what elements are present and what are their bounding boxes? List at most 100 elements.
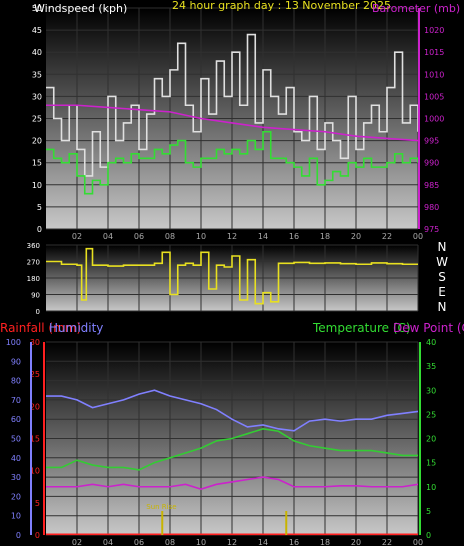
windspeed-gust-line bbox=[46, 33, 419, 177]
y-tick-label: 40 bbox=[426, 338, 436, 347]
barometer-line bbox=[46, 104, 419, 142]
barometer-title: Barometer (mb) bbox=[372, 2, 460, 15]
y-tick-label: 270 bbox=[27, 259, 40, 267]
y-tick-label: 40 bbox=[32, 48, 42, 57]
y-tick-label: 985 bbox=[424, 181, 439, 190]
x-tick-label: 08 bbox=[165, 232, 175, 241]
y-tick-label: 20 bbox=[32, 137, 42, 146]
y-tick-label: 1015 bbox=[424, 48, 444, 57]
x-tick-label: 00 bbox=[413, 232, 423, 241]
y-tick-label: 25 bbox=[30, 370, 40, 379]
y-tick-label: 60 bbox=[11, 415, 21, 424]
x-tick-label: 22 bbox=[382, 232, 392, 241]
y-tick-label: 10 bbox=[30, 467, 40, 476]
temperature-title: Temperature (C) bbox=[312, 321, 411, 335]
compass-letter: E bbox=[438, 285, 446, 299]
y-tick-label: 50 bbox=[11, 435, 21, 444]
y-tick-label: 1005 bbox=[424, 92, 444, 101]
compass-letter: N bbox=[438, 240, 447, 254]
y-tick-label: 20 bbox=[11, 492, 21, 501]
y-tick-label: 5 bbox=[37, 203, 42, 212]
y-tick-label: 20 bbox=[426, 435, 436, 444]
y-tick-label: 30 bbox=[30, 338, 40, 347]
axis-labels: 02 04 06 08 10 12 14 16 18 20 22 000510152025303540… bbox=[6, 4, 445, 546]
x-tick-label: 22 bbox=[382, 538, 392, 546]
y-tick-label: 10 bbox=[426, 483, 436, 492]
x-tick-label: 20 bbox=[351, 232, 361, 241]
y-tick-label: 0 bbox=[16, 531, 21, 540]
y-tick-label: 25 bbox=[32, 115, 42, 124]
x-tick-label: 00 bbox=[413, 538, 423, 546]
y-tick-label: 5 bbox=[426, 507, 431, 516]
y-tick-label: 35 bbox=[32, 70, 42, 79]
y-tick-label: 180 bbox=[27, 275, 40, 283]
y-tick-label: 975 bbox=[424, 225, 439, 234]
x-tick-label: 14 bbox=[258, 232, 268, 241]
windspeed-avg-line bbox=[46, 130, 419, 195]
sunrise-label: Sun Rise bbox=[146, 503, 176, 511]
y-tick-label: 90 bbox=[31, 292, 40, 300]
x-tick-label: 16 bbox=[289, 538, 299, 546]
y-tick-label: 0 bbox=[35, 531, 40, 540]
compass-letter: S bbox=[438, 270, 446, 284]
y-tick-label: 30 bbox=[426, 386, 436, 395]
rainfall-title: Rainfall (mm) bbox=[0, 321, 81, 335]
y-tick-label: 0 bbox=[36, 308, 40, 316]
x-tick-label: 04 bbox=[103, 538, 113, 546]
x-tick-label: 18 bbox=[320, 232, 330, 241]
x-tick-label: 18 bbox=[320, 538, 330, 546]
dewpoint-title: Dew Point (C) bbox=[393, 321, 464, 335]
y-tick-label: 90 bbox=[11, 357, 21, 366]
y-tick-label: 15 bbox=[30, 435, 40, 444]
humidity-line bbox=[46, 389, 419, 432]
y-tick-label: 30 bbox=[11, 473, 21, 482]
y-tick-label: 10 bbox=[11, 512, 21, 521]
compass-letter: N bbox=[438, 300, 447, 314]
x-tick-label: 14 bbox=[258, 538, 268, 546]
x-tick-label: 20 bbox=[351, 538, 361, 546]
y-tick-label: 15 bbox=[426, 459, 436, 468]
compass-letter: W bbox=[436, 255, 448, 269]
y-tick-label: 5 bbox=[35, 499, 40, 508]
y-tick-label: 35 bbox=[426, 362, 436, 371]
y-tick-label: 50 bbox=[32, 4, 42, 13]
y-tick-label: 980 bbox=[424, 203, 439, 212]
wind-direction-line bbox=[46, 247, 418, 305]
y-tick-label: 45 bbox=[32, 26, 42, 35]
y-tick-label: 25 bbox=[426, 410, 436, 419]
y-tick-label: 995 bbox=[424, 137, 439, 146]
temperature-line bbox=[46, 428, 418, 471]
x-tick-label: 08 bbox=[165, 538, 175, 546]
y-tick-label: 30 bbox=[32, 92, 42, 101]
y-tick-label: 1000 bbox=[424, 115, 444, 124]
x-tick-label: 02 bbox=[72, 232, 82, 241]
y-tick-label: 0 bbox=[37, 225, 42, 234]
y-tick-label: 100 bbox=[6, 338, 21, 347]
x-tick-label: 12 bbox=[227, 538, 237, 546]
x-tick-label: 10 bbox=[196, 538, 206, 546]
y-tick-label: 15 bbox=[32, 159, 42, 168]
y-tick-label: 80 bbox=[11, 377, 21, 386]
y-tick-label: 40 bbox=[11, 454, 21, 463]
dewpoint-line bbox=[46, 476, 419, 491]
x-tick-label: 06 bbox=[134, 538, 144, 546]
x-tick-label: 10 bbox=[196, 232, 206, 241]
x-tick-label: 02 bbox=[72, 538, 82, 546]
y-tick-label: 360 bbox=[27, 242, 40, 250]
graph-title: 24 hour graph day : 13 November 2025 bbox=[172, 0, 391, 12]
x-tick-label: 12 bbox=[227, 232, 237, 241]
humidity-title: Humidity bbox=[49, 321, 103, 335]
x-tick-label: 16 bbox=[289, 232, 299, 241]
x-tick-label: 04 bbox=[103, 232, 113, 241]
y-tick-label: 1010 bbox=[424, 70, 444, 79]
y-tick-label: 990 bbox=[424, 159, 439, 168]
x-tick-label: 06 bbox=[134, 232, 144, 241]
series-lines bbox=[46, 33, 419, 536]
y-tick-label: 1020 bbox=[424, 26, 444, 35]
y-tick-label: 20 bbox=[30, 402, 40, 411]
y-tick-label: 10 bbox=[32, 181, 42, 190]
y-tick-label: 0 bbox=[426, 531, 431, 540]
y-tick-label: 70 bbox=[11, 396, 21, 405]
